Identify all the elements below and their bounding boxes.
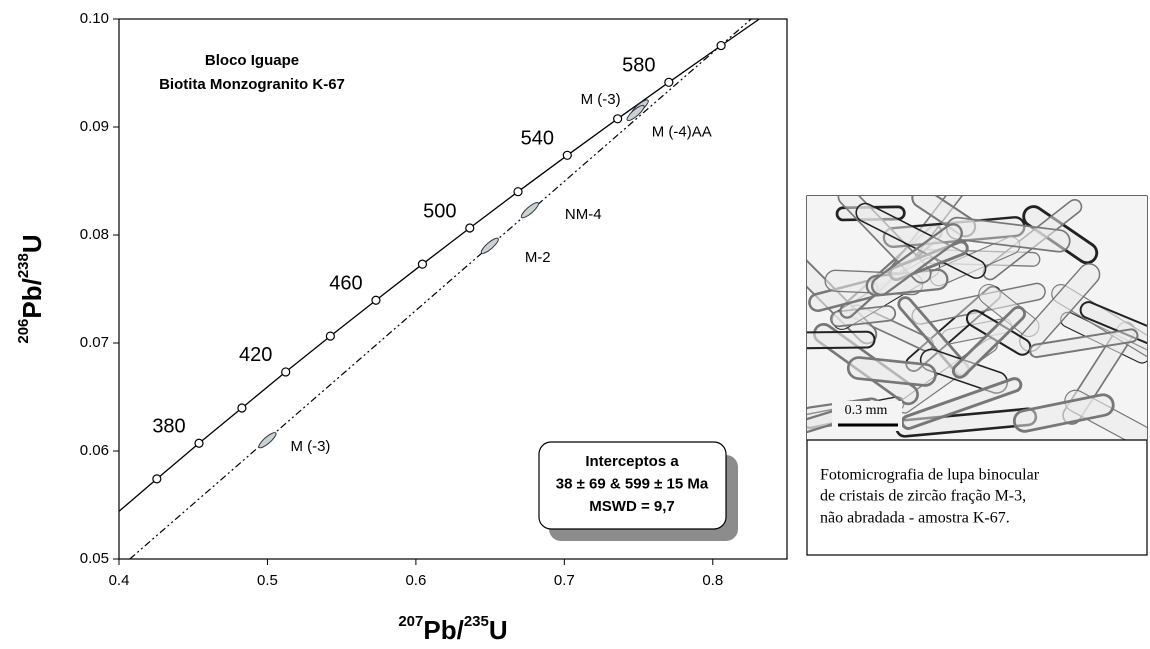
result-line: Interceptos a xyxy=(585,453,679,470)
y-tick-label: 0.06 xyxy=(80,442,109,459)
age-marker xyxy=(325,331,335,341)
age-marker xyxy=(716,40,726,51)
age-label: 460 xyxy=(329,273,362,295)
error-ellipse xyxy=(520,202,539,219)
zircon-crystal xyxy=(870,223,963,297)
age-marker xyxy=(371,295,381,305)
age-marker xyxy=(465,223,475,233)
mass-number: 207 xyxy=(398,613,423,630)
caption-line: Fotomicrografia de lupa binocular xyxy=(820,467,1040,484)
y-tick-label: 0.09 xyxy=(80,118,109,135)
age-marker xyxy=(664,77,674,87)
caption-line: não abradada - amostra K-67. xyxy=(820,510,1010,527)
age-marker xyxy=(152,474,162,484)
age-marker xyxy=(194,438,204,448)
error-ellipse xyxy=(258,432,277,449)
concordia-plot: 0.4 0.5 0.6 0.7 0.8 0.05 0.06 0.07 0.08 0.09 0.10 2… xyxy=(15,10,788,645)
result-line: 38 ± 69 & 599 ± 15 Ma xyxy=(556,475,709,492)
photo-panel: Fotomicrografia de lupa binocular de cri… xyxy=(806,195,1148,556)
analysis-label: NM-4 xyxy=(565,206,602,223)
x-tick-label: 0.6 xyxy=(405,572,426,589)
photo-image xyxy=(807,196,1147,440)
zircon-crystal xyxy=(807,330,876,350)
age-label: 500 xyxy=(423,200,456,222)
zircon-crystal xyxy=(1029,328,1139,359)
chart-title: Bloco Iguape xyxy=(205,52,299,69)
zircon-crystal xyxy=(846,356,937,387)
age-label: 540 xyxy=(521,128,554,150)
result-box xyxy=(538,441,727,530)
caption-line: de cristais de zircão fração M-3, xyxy=(820,488,1026,505)
zircon-crystal xyxy=(900,377,1023,430)
x-tick-label: 0.7 xyxy=(554,572,575,589)
age-marker xyxy=(562,150,572,160)
element: U xyxy=(17,234,47,253)
y-tick-label: 0.07 xyxy=(80,334,109,351)
result-line: MSWD = 9,7 xyxy=(589,498,674,515)
age-label: 420 xyxy=(239,344,272,366)
y-tick-label: 0.10 xyxy=(80,10,109,27)
y-tick-label: 0.05 xyxy=(80,550,109,567)
age-label: 580 xyxy=(622,55,655,77)
zircon-crystal xyxy=(1012,393,1115,433)
y-axis-label: 206Pb/238U xyxy=(15,234,47,343)
mass-number: 206 xyxy=(15,319,32,344)
element: U xyxy=(489,615,508,645)
x-tick-label: 0.8 xyxy=(702,572,723,589)
mass-number: 235 xyxy=(464,613,489,630)
age-marker xyxy=(613,114,623,124)
age-marker xyxy=(281,367,291,377)
y-tick-label: 0.08 xyxy=(80,226,109,243)
mass-number: 238 xyxy=(15,253,32,278)
error-ellipse xyxy=(480,237,499,254)
zircon-crystal xyxy=(951,305,1027,379)
age-marker xyxy=(513,187,523,197)
analysis-label: M (-3) xyxy=(290,438,330,455)
analysis-label: M (-3) xyxy=(581,91,621,108)
chart-title: Biotita Monzogranito K-67 xyxy=(159,76,345,93)
age-label: 380 xyxy=(152,416,185,438)
discordia-line xyxy=(129,19,752,559)
x-tick-label: 0.5 xyxy=(257,572,278,589)
element: Pb/ xyxy=(17,278,47,318)
analysis-label: M (-4)AA xyxy=(652,124,712,141)
analysis-label: M-2 xyxy=(525,249,551,266)
age-marker xyxy=(237,403,247,413)
x-tick-label: 0.4 xyxy=(109,572,130,589)
element: Pb/ xyxy=(423,615,463,645)
scale-label: 0.3 mm xyxy=(845,403,888,418)
plot-area xyxy=(118,18,788,560)
error-ellipse xyxy=(626,104,645,122)
plot-content xyxy=(119,19,760,559)
x-axis-label: 207Pb/235U xyxy=(398,613,507,645)
age-marker xyxy=(417,259,428,269)
